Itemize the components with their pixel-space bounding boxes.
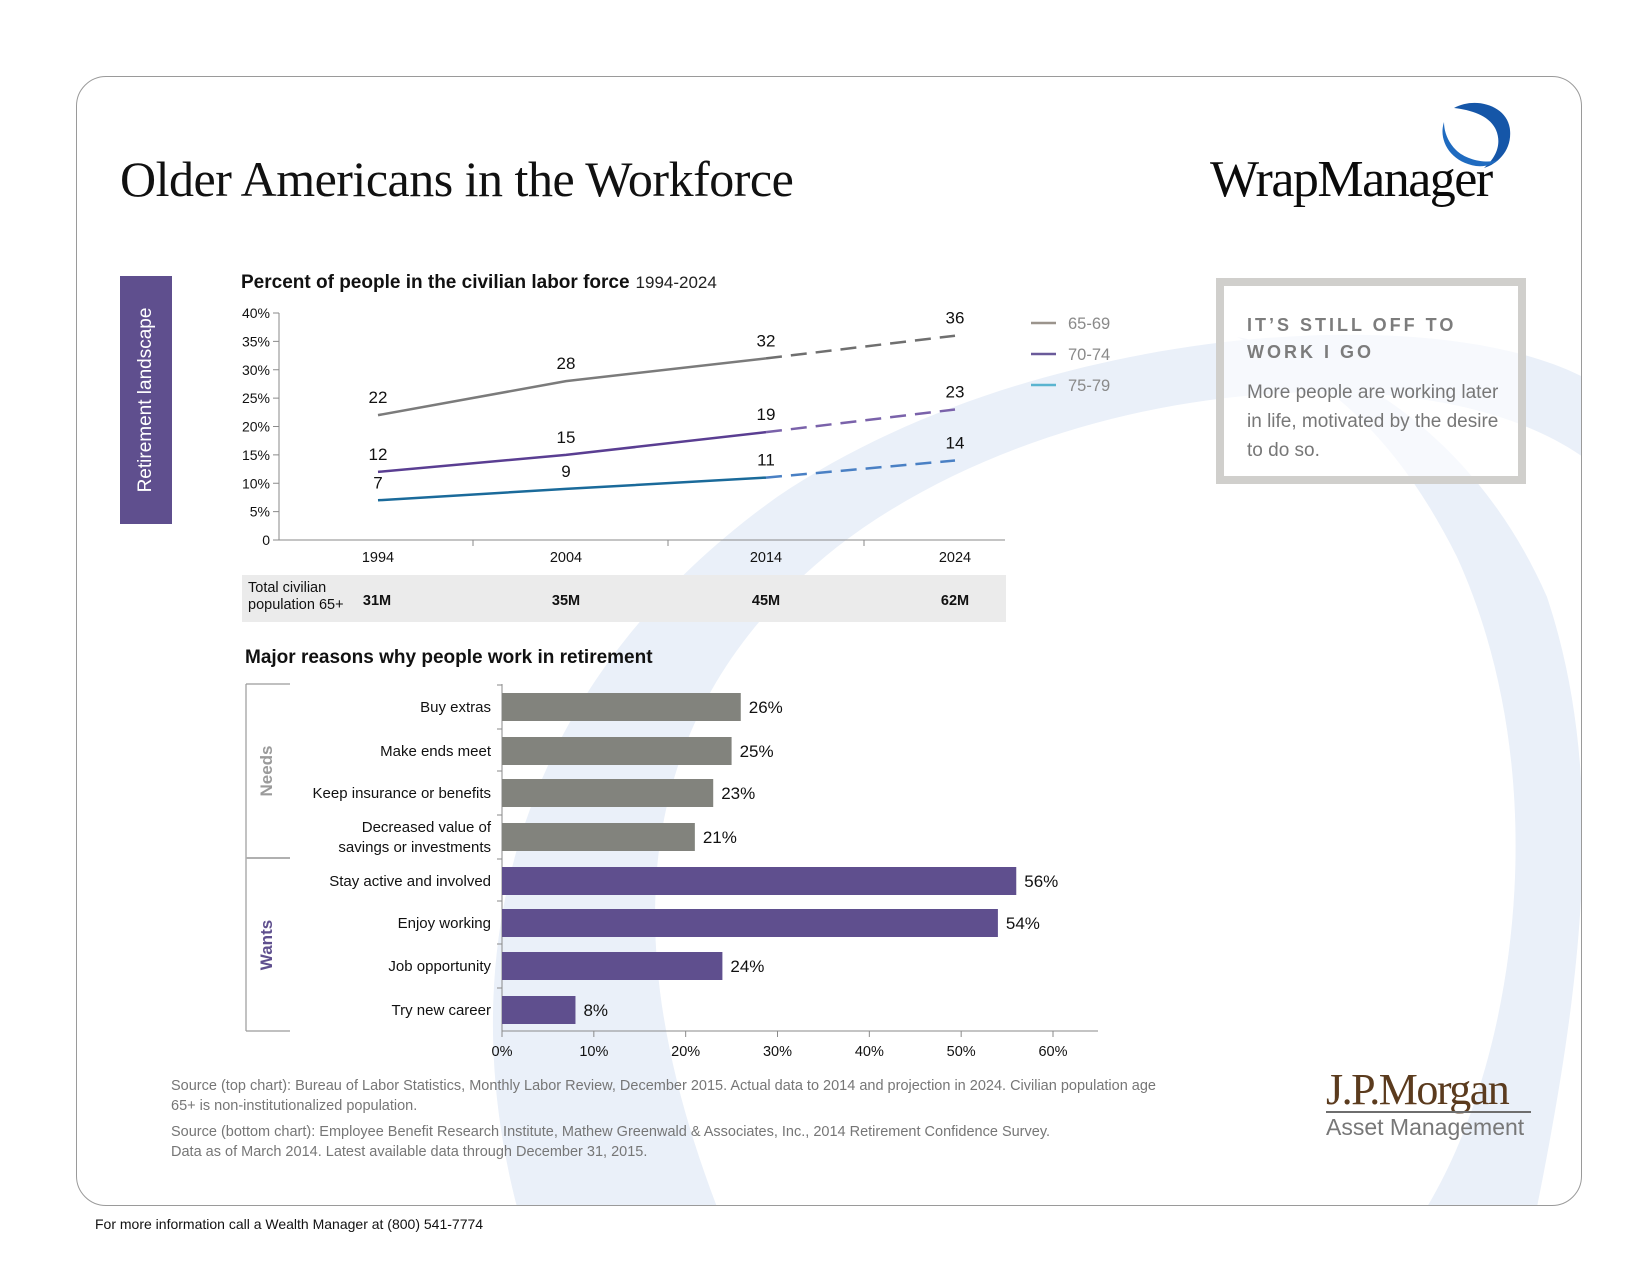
category-label: savings or investments	[338, 839, 491, 856]
wrapmanager-swoosh-icon	[1442, 102, 1511, 168]
data-label: 23	[946, 382, 965, 401]
bar-value-label: 24%	[730, 957, 764, 976]
x-tick-label: 1994	[362, 550, 394, 566]
line-chart: 0 5% 10% 15% 20% 25% 30% 35% 40% 1994 2004 2014 2024…	[242, 305, 1110, 566]
jpmorgan-logo-rule	[1326, 1111, 1531, 1113]
bar-value-label: 25%	[740, 742, 774, 761]
jpmorgan-logo: J.P.Morgan	[1326, 1065, 1510, 1114]
population-label: Total civilian population 65+	[248, 580, 344, 613]
callout-body: More people are working later in life, m…	[1247, 382, 1499, 461]
bar	[502, 779, 714, 807]
population-value: 45M	[751, 593, 781, 609]
y-tick-label: 0	[262, 532, 270, 548]
x-tick-label: 50%	[947, 1044, 976, 1060]
source-top-line-2: 65+ is non-institutionalized population.	[171, 1098, 418, 1114]
series-line-70-74	[377, 430, 767, 474]
series-projection-70-74	[765, 408, 956, 434]
population-value: 35M	[551, 593, 581, 609]
y-tick-label: 10%	[242, 475, 270, 491]
data-label: 36	[946, 309, 965, 328]
series-projection-75-79	[765, 459, 956, 479]
x-tick-label: 2004	[550, 550, 582, 566]
category-label: Decreased value of	[362, 819, 492, 836]
y-tick-label: 5%	[250, 504, 270, 520]
y-tick-label: 35%	[242, 333, 270, 349]
bar	[502, 823, 695, 851]
source-bottom-line-2: Data as of March 2014. Latest available …	[171, 1144, 648, 1160]
bar-chart: 0% 10% 20% 30% 40% 50% 60% 26% Buy extras 25% Make…	[245, 683, 1098, 1060]
callout-heading: IT’S STILL OFF TO WORK I GO	[1247, 315, 1457, 362]
x-tick-label: 2014	[750, 550, 782, 566]
bar	[502, 867, 1017, 895]
line-chart-title-text: Percent of people in the civilian labor …	[241, 272, 630, 293]
x-tick-label: 10%	[579, 1044, 608, 1060]
x-tick-label: 30%	[763, 1044, 792, 1060]
series-line-75-79	[377, 476, 767, 502]
footer-contact: For more information call a Wealth Manag…	[95, 1216, 484, 1232]
line-chart-subtitle: 1994-2024	[635, 273, 717, 292]
group-label-needs: Needs	[257, 745, 276, 796]
bar	[502, 693, 741, 721]
page-title: Older Americans in the Workforce	[120, 151, 794, 207]
data-label: 28	[557, 354, 576, 373]
bar	[502, 737, 732, 765]
x-tick-label: 2024	[939, 550, 971, 566]
brand-name: WrapManager	[1210, 151, 1493, 208]
source-bottom-line-1: Source (bottom chart): Employee Benefit …	[171, 1124, 1051, 1140]
y-tick-label: 40%	[242, 305, 270, 321]
series-projection-65-69	[765, 334, 956, 360]
bar-value-label: 54%	[1006, 914, 1040, 933]
data-label: 11	[757, 451, 775, 470]
wrapmanager-logo: WrapManager	[1210, 150, 1493, 209]
y-tick-label: 25%	[242, 390, 270, 406]
y-tick-label: 20%	[242, 419, 270, 435]
bar	[502, 909, 998, 937]
category-label: Try new career	[392, 1002, 491, 1019]
data-label: 15	[557, 428, 576, 447]
bar	[502, 952, 723, 980]
source-top-line-1: Source (top chart): Bureau of Labor Stat…	[171, 1078, 1156, 1094]
population-row: Total civilian population 65+ 31M 35M 45…	[242, 575, 1006, 622]
x-tick-label: 60%	[1038, 1044, 1067, 1060]
data-label: 14	[946, 434, 965, 453]
data-label: 12	[369, 445, 388, 464]
x-tick-label: 40%	[855, 1044, 884, 1060]
data-label: 19	[757, 405, 776, 424]
data-label: 9	[561, 462, 570, 481]
category-label: Enjoy working	[398, 915, 491, 932]
y-tick-label: 15%	[242, 447, 270, 463]
legend-label: 75-79	[1068, 377, 1110, 395]
data-label: 32	[757, 331, 776, 350]
category-label: Stay active and involved	[329, 873, 491, 890]
category-label: Make ends meet	[380, 743, 492, 760]
bar-chart-title: Major reasons why people work in retirem…	[245, 647, 653, 668]
x-tick-label: 20%	[671, 1044, 700, 1060]
group-label-wants: Wants	[257, 920, 276, 970]
data-label: 7	[373, 473, 382, 492]
population-value: 31M	[362, 593, 392, 609]
x-tick-label: 0%	[492, 1044, 513, 1060]
bar-value-label: 56%	[1024, 872, 1058, 891]
category-label: Keep insurance or benefits	[313, 785, 491, 802]
population-value: 62M	[940, 593, 970, 609]
category-label: Buy extras	[420, 699, 491, 716]
bar-value-label: 23%	[721, 784, 755, 803]
callout-box: IT’S STILL OFF TO WORK I GO More people …	[1216, 278, 1526, 484]
bar-value-label: 8%	[583, 1001, 608, 1020]
data-label: 22	[369, 388, 388, 407]
legend-label: 70-74	[1068, 346, 1110, 364]
line-chart-title: Percent of people in the civilian labor …	[241, 272, 717, 294]
category-label: Job opportunity	[388, 958, 491, 975]
jpmorgan-logo-subtitle: Asset Management	[1326, 1114, 1525, 1140]
legend-label: 65-69	[1068, 315, 1110, 333]
section-tab: Retirement landscape	[120, 276, 172, 524]
bar	[502, 996, 576, 1024]
slide-card	[76, 76, 1582, 1206]
background-swoosh	[492, 334, 1581, 1205]
series-line-65-69	[377, 357, 767, 417]
bar-value-label: 21%	[703, 828, 737, 847]
bar-value-label: 26%	[749, 698, 783, 717]
y-tick-label: 30%	[242, 362, 270, 378]
